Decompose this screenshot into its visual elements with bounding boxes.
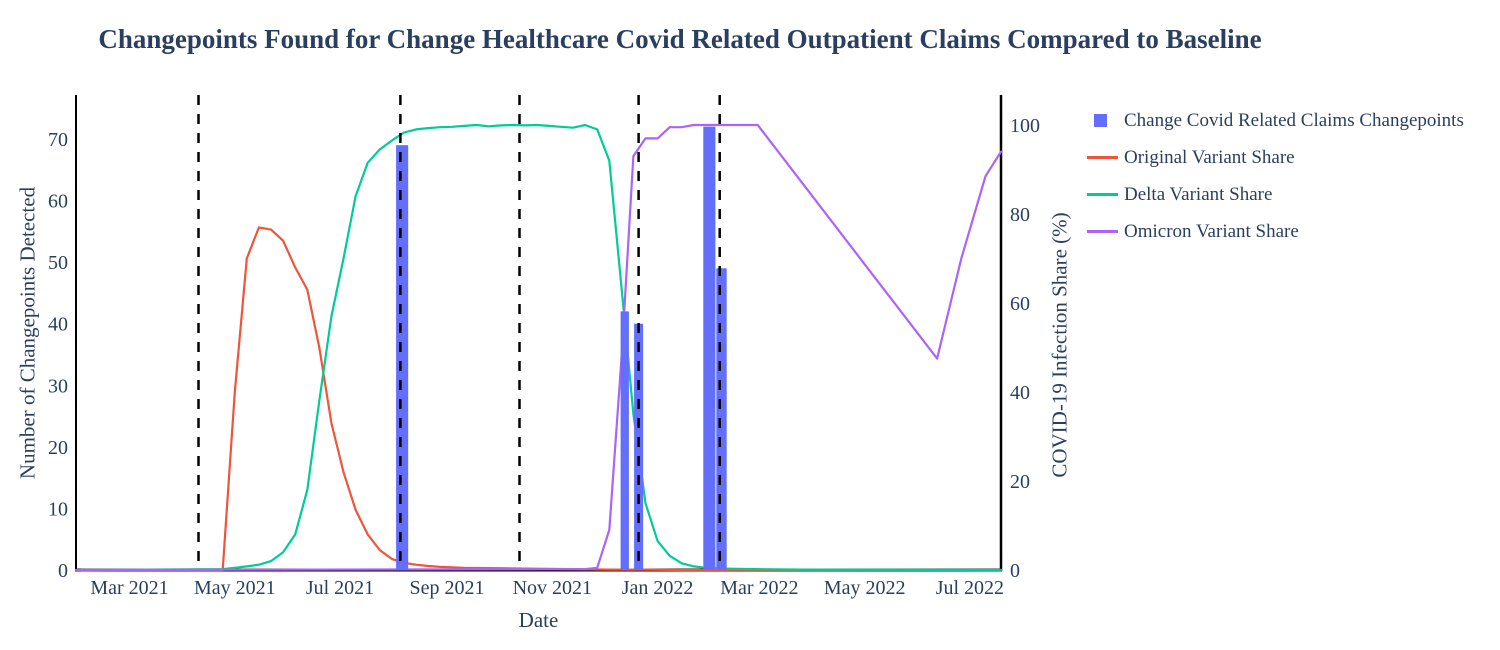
y-right-tick-label: 0 <box>1010 560 1020 582</box>
x-tick-label: Jan 2022 <box>622 577 694 599</box>
y-left-tick-label: 10 <box>48 498 68 520</box>
legend-item-label: Original Variant Share <box>1124 146 1295 168</box>
legend-item-omicron-variant[interactable]: Omicron Variant Share <box>1086 213 1464 250</box>
y-right-tick-label: 60 <box>1010 293 1030 315</box>
legend-line-icon <box>1086 230 1124 233</box>
x-tick-label: Mar 2021 <box>90 577 168 599</box>
legend-line-icon <box>1086 156 1124 159</box>
legend: Change Covid Related Claims Changepoints… <box>1086 102 1464 250</box>
line-original-variant-share <box>80 226 1003 572</box>
changepoint-bar <box>396 145 409 570</box>
y-left-tick-label: 30 <box>48 375 68 397</box>
y-left-tick-label: 40 <box>48 314 68 336</box>
y-left-tick-label: 0 <box>58 560 68 582</box>
x-tick-label: May 2022 <box>824 577 906 599</box>
legend-item-label: Change Covid Related Claims Changepoints <box>1124 109 1464 131</box>
x-tick-label: Jul 2022 <box>936 577 1004 599</box>
x-tick-label: Sep 2021 <box>410 577 485 599</box>
legend-item-label: Omicron Variant Share <box>1124 220 1299 242</box>
legend-item-label: Delta Variant Share <box>1124 183 1273 205</box>
axes: 0 10 20 30 40 50 60 70 0 20 40 60 80 100 Mar 2021 May 2… <box>48 95 1040 599</box>
y-right-tick-label: 100 <box>1010 115 1040 137</box>
line-omicron-variant-share <box>74 123 1003 572</box>
changepoint-bar <box>716 268 727 570</box>
y-left-tick-label: 70 <box>48 129 68 151</box>
changepoint-bar <box>620 311 629 570</box>
legend-item-changepoints[interactable]: Change Covid Related Claims Changepoints <box>1086 102 1464 139</box>
legend-item-delta-variant[interactable]: Delta Variant Share <box>1086 176 1464 213</box>
x-tick-label: Nov 2021 <box>513 577 592 599</box>
y-left-tick-label: 50 <box>48 252 68 274</box>
y-right-tick-label: 80 <box>1010 204 1030 226</box>
legend-square-icon <box>1086 114 1124 127</box>
changepoint-bar <box>703 126 716 570</box>
left-axis-title: Number of Changepoints Detected <box>15 186 40 480</box>
y-right-tick-label: 40 <box>1010 382 1030 404</box>
right-axis-title: COVID-19 Infection Share (%) <box>1047 212 1072 478</box>
chart-title: Changepoints Found for Change Healthcare… <box>98 24 1262 54</box>
legend-item-original-variant[interactable]: Original Variant Share <box>1086 139 1464 176</box>
line-delta-variant-share <box>80 123 1003 572</box>
x-tick-label: Jul 2021 <box>306 577 374 599</box>
x-tick-label: Mar 2022 <box>720 577 798 599</box>
y-left-tick-label: 60 <box>48 191 68 213</box>
changepoint-bars <box>396 126 727 570</box>
y-left-tick-label: 20 <box>48 437 68 459</box>
x-axis-title: Date <box>518 608 559 632</box>
legend-line-icon <box>1086 193 1124 196</box>
x-tick-label: May 2021 <box>194 577 276 599</box>
y-right-tick-label: 20 <box>1010 471 1030 493</box>
